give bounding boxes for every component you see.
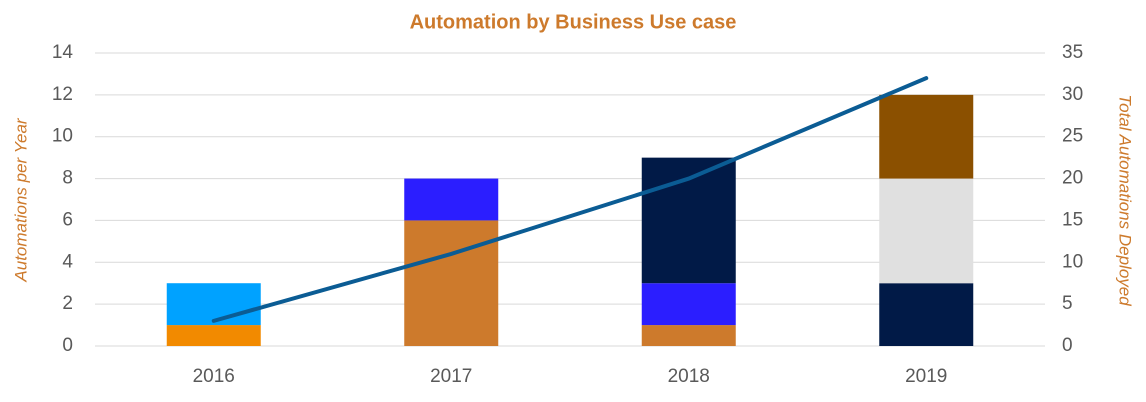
bar-segment [879,94,974,179]
y2-axis-title: Total Automations Deployed [1116,94,1135,306]
x-tick-label: 2017 [430,366,472,387]
x-tick-label: 2016 [193,366,235,387]
y2-tick-label: 35 [1062,42,1083,63]
bar-segment [879,283,974,346]
x-tick-label: 2018 [668,366,710,387]
y2-tick-label: 15 [1062,209,1083,230]
y-tick-label: 2 [62,293,73,314]
bar-segment [166,283,261,326]
bar-segment [641,325,736,346]
x-tick-label: 2019 [905,366,947,387]
y2-tick-label: 0 [1062,335,1073,356]
chart-title: Automation by Business Use case [410,11,737,33]
bar-segment [166,325,261,346]
y2-tick-label: 10 [1062,251,1083,272]
y-tick-label: 6 [62,209,73,230]
y-tick-label: 0 [62,335,73,356]
y-tick-label: 12 [52,84,73,105]
bar-segment [404,178,499,221]
y2-tick-label: 30 [1062,84,1083,105]
bar-segment [641,283,736,326]
y-tick-label: 4 [62,251,73,272]
y2-tick-label: 5 [1062,293,1073,314]
y-tick-label: 14 [52,42,74,63]
y-tick-label: 10 [52,126,73,147]
bar-segment [404,220,499,346]
y2-tick-label: 20 [1062,168,1083,189]
bar-segment [879,178,974,284]
y-axis-title: Automations per Year [11,117,30,283]
y2-tick-label: 25 [1062,126,1083,147]
y-tick-label: 8 [62,168,73,189]
line-series [211,76,929,323]
